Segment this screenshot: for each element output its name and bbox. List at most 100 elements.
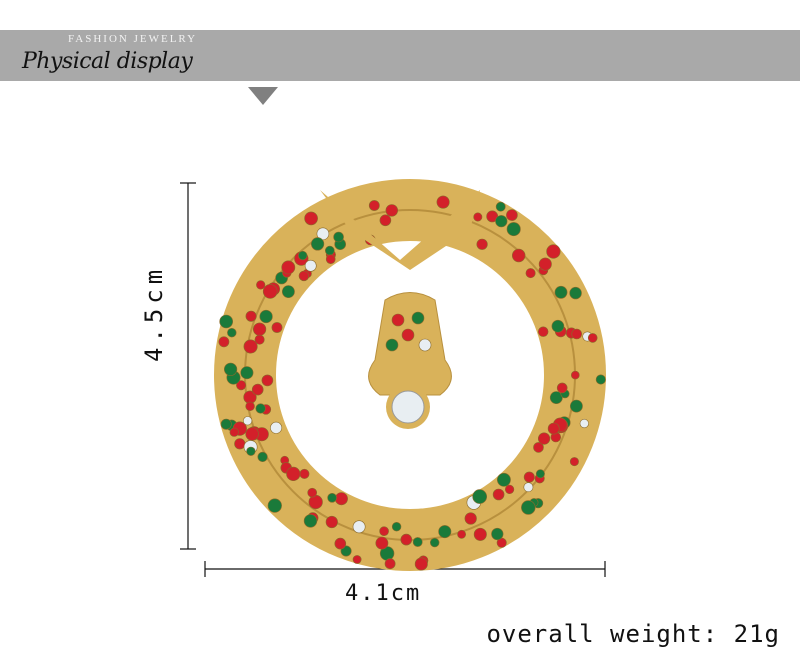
rhinestone	[334, 537, 347, 550]
rhinestone	[379, 214, 392, 227]
rhinestone	[570, 399, 583, 413]
rhinestone	[255, 403, 266, 414]
rhinestone	[316, 227, 330, 241]
rhinestone	[307, 487, 318, 498]
rhinestone	[546, 244, 561, 259]
rhinestone	[525, 268, 536, 279]
rhinestone	[537, 326, 549, 337]
rhinestone	[267, 498, 282, 513]
rhinestone	[262, 284, 278, 299]
rhinestone	[246, 446, 256, 456]
rhinestone	[375, 536, 389, 550]
rhinestone	[538, 257, 552, 271]
banner-subtitle: FASHION JEWELRY	[68, 33, 198, 45]
height-label: 4.5cm	[140, 264, 168, 362]
rhinestone	[286, 466, 301, 482]
rhinestone	[505, 484, 515, 495]
rhinestone	[385, 338, 399, 352]
rhinestone	[473, 527, 487, 541]
rhinestone	[270, 421, 283, 434]
rhinestone	[506, 209, 518, 221]
banner-title: Physical display	[22, 49, 193, 74]
rhinestone	[523, 482, 534, 493]
rhinestone	[236, 380, 247, 391]
rhinestone	[506, 222, 521, 237]
rhinestone	[571, 328, 583, 340]
wreath-brooch	[214, 179, 606, 571]
rhinestone	[281, 260, 296, 275]
rhinestone	[220, 418, 232, 430]
rhinestone	[298, 250, 308, 261]
rhinestone	[224, 362, 238, 376]
rhinestone	[218, 336, 230, 348]
rhinestone	[379, 526, 389, 537]
rhinestone	[595, 374, 606, 385]
rhinestone	[523, 471, 535, 483]
rhinestone	[495, 201, 506, 212]
rhinestone	[304, 259, 317, 272]
rhinestone	[412, 537, 423, 547]
bell-crystal	[391, 390, 425, 424]
rhinestone	[219, 314, 233, 329]
rhinestone	[495, 215, 508, 228]
rhinestone	[243, 416, 253, 426]
rhinestone	[533, 442, 544, 453]
rhinestone	[438, 525, 452, 539]
rhinestone	[418, 338, 432, 352]
rhinestone	[327, 492, 337, 503]
rhinestone	[325, 254, 336, 265]
rhinestone	[368, 200, 380, 211]
rhinestone	[240, 366, 254, 380]
rhinestone	[271, 322, 283, 333]
rhinestone	[476, 238, 488, 250]
rhinestone	[261, 374, 274, 387]
rhinestone	[229, 427, 239, 437]
rhinestone	[352, 555, 362, 564]
rhinestone	[535, 469, 545, 479]
rhinestone	[569, 286, 582, 300]
rhinestone	[496, 472, 511, 487]
rhinestone	[551, 319, 565, 333]
rhinestone	[245, 401, 255, 411]
rhinestone	[491, 527, 504, 541]
rhinestone	[464, 512, 477, 525]
rhinestone	[311, 237, 325, 251]
rhinestone	[554, 285, 568, 299]
rhinestone	[299, 468, 310, 479]
rhinestone	[391, 521, 402, 532]
rhinestone	[521, 500, 536, 515]
rhinestone	[254, 334, 265, 345]
rhinestone	[511, 248, 526, 263]
rhinestone	[227, 328, 237, 338]
rhinestone	[324, 245, 335, 256]
rhinestone	[256, 280, 266, 290]
rhinestone	[430, 537, 440, 548]
rhinestone	[245, 310, 257, 322]
rhinestone	[298, 270, 310, 282]
rhinestone	[352, 520, 366, 534]
bow	[320, 190, 480, 270]
rhinestone	[384, 558, 396, 570]
rhinestone	[281, 285, 295, 298]
rhinestone	[473, 212, 483, 222]
width-label: 4.1cm	[345, 581, 422, 606]
rhinestone	[400, 533, 413, 546]
rhinestone	[587, 333, 598, 343]
rhinestone	[391, 313, 405, 327]
rhinestone	[257, 451, 268, 463]
rhinestone	[569, 457, 579, 467]
down-arrow-icon	[248, 87, 278, 105]
header-banner: FASHION JEWELRY Physical display	[0, 30, 800, 81]
rhinestone	[245, 427, 259, 441]
rhinestone	[457, 529, 466, 539]
rhinestone	[243, 339, 258, 354]
rhinestone	[579, 418, 589, 429]
rhinestone	[547, 422, 560, 435]
rhinestone	[411, 311, 425, 325]
rhinestone	[570, 370, 580, 380]
rhinestone	[492, 488, 505, 501]
rhinestone	[385, 204, 398, 217]
rhinestone	[401, 328, 415, 342]
rhinestone	[549, 391, 563, 404]
